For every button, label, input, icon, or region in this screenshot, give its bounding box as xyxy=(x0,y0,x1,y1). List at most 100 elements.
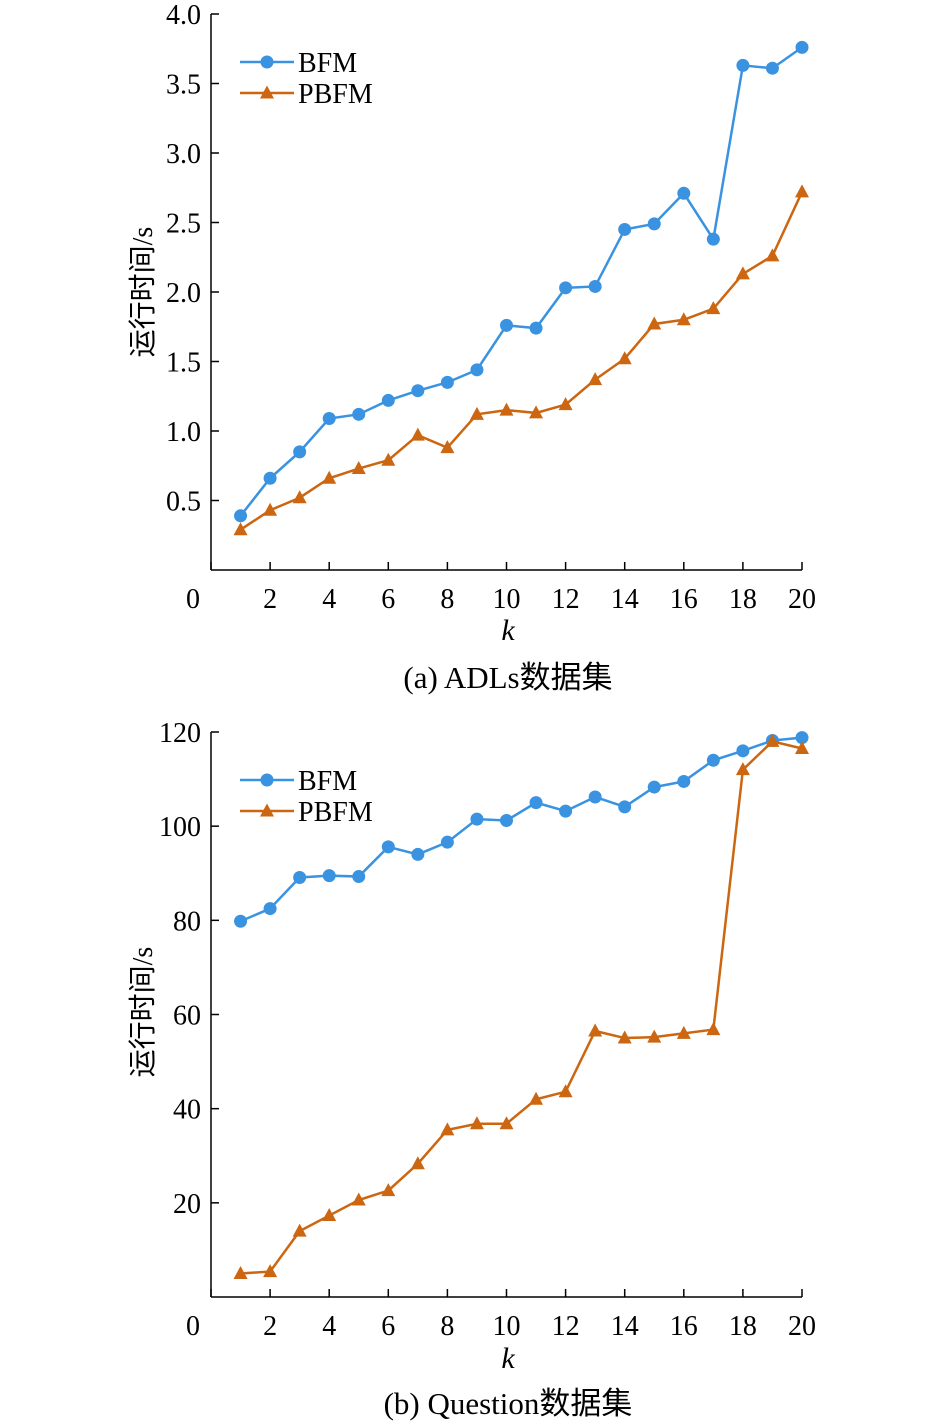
data-point-bfm xyxy=(234,914,248,928)
data-point-pbfm xyxy=(735,266,750,280)
data-point-pbfm xyxy=(381,452,396,466)
x-tick-label: 14 xyxy=(611,584,639,615)
data-point-pbfm xyxy=(617,1030,632,1044)
x-tick-label: 10 xyxy=(493,1311,521,1342)
x-tick-label: 0 xyxy=(186,1311,200,1342)
data-point-bfm xyxy=(588,279,602,293)
data-point-pbfm xyxy=(233,522,248,536)
caption-adls: (a) ADLs数据集 xyxy=(403,660,612,695)
data-point-pbfm xyxy=(233,1265,248,1279)
data-point-pbfm xyxy=(529,405,544,419)
data-point-bfm xyxy=(706,753,720,767)
x-tick-label: 20 xyxy=(788,584,816,615)
data-point-bfm xyxy=(470,812,484,826)
data-point-pbfm xyxy=(381,1183,396,1197)
data-point-bfm xyxy=(647,780,661,794)
data-point-bfm xyxy=(618,800,632,814)
data-point-bfm xyxy=(411,847,425,861)
data-point-pbfm xyxy=(647,316,662,330)
data-point-pbfm xyxy=(440,1122,455,1136)
data-point-bfm xyxy=(500,814,513,828)
data-point-bfm xyxy=(618,222,632,236)
data-point-bfm xyxy=(322,869,336,883)
data-point-pbfm xyxy=(440,440,455,454)
data-point-pbfm xyxy=(676,1025,691,1039)
legend-label-bfm: BFM xyxy=(298,766,357,797)
x-tick-label: 14 xyxy=(611,1311,639,1342)
x-tick-label: 8 xyxy=(440,584,454,615)
data-point-pbfm xyxy=(795,740,809,754)
data-point-pbfm xyxy=(351,1192,366,1206)
y-axis-title-adls: 运行时间/s xyxy=(127,227,159,358)
x-tick-label: 12 xyxy=(552,584,580,615)
panel-question: (b) Question数据集 k 运行时间/s 20 40 60 80 100 120 0… xyxy=(127,718,816,1421)
caption-question: (b) Question数据集 xyxy=(384,1386,633,1421)
x-tick-label: 4 xyxy=(322,1311,336,1342)
y-tick-label: 20 xyxy=(173,1189,201,1220)
x-tick-label: 20 xyxy=(788,1311,816,1342)
data-point-bfm xyxy=(677,774,691,788)
data-point-bfm xyxy=(440,375,454,389)
data-point-pbfm xyxy=(558,397,573,411)
y-tick-label: 0.5 xyxy=(166,487,201,518)
data-point-pbfm xyxy=(469,1116,484,1130)
panel-adls: (a) ADLs数据集 k 运行时间/s 0.5 1.0 1.5 2.0 2.5 3.0 3… xyxy=(127,0,816,695)
data-point-pbfm xyxy=(499,402,514,416)
y-axis-title-question: 运行时间/s xyxy=(127,947,159,1078)
data-point-pbfm xyxy=(410,1156,425,1170)
y-tick-label: 40 xyxy=(173,1095,201,1126)
data-point-bfm xyxy=(293,445,307,459)
legend-marker-pbfm xyxy=(260,803,274,817)
data-point-pbfm xyxy=(292,490,307,504)
y-tick-label: 1.5 xyxy=(166,348,201,379)
data-point-bfm xyxy=(559,804,573,818)
data-point-bfm xyxy=(795,40,809,54)
data-point-bfm xyxy=(795,731,809,745)
data-point-pbfm xyxy=(588,1023,603,1037)
y-tick-label: 60 xyxy=(173,1001,201,1032)
data-point-bfm xyxy=(234,509,248,523)
series-line-pbfm xyxy=(240,740,803,1275)
data-point-bfm xyxy=(440,835,454,849)
data-point-pbfm xyxy=(558,1084,573,1098)
data-point-pbfm xyxy=(263,502,278,516)
x-tick-label: 16 xyxy=(670,1311,698,1342)
data-point-pbfm xyxy=(765,733,780,747)
legend-marker-pbfm xyxy=(260,85,274,99)
data-point-pbfm xyxy=(351,461,366,475)
data-point-bfm xyxy=(352,870,366,884)
x-axis-title-question: k xyxy=(501,1342,515,1375)
data-point-pbfm xyxy=(676,312,691,326)
data-point-bfm xyxy=(559,281,573,295)
data-point-pbfm xyxy=(647,1029,662,1043)
y-tick-label: 2.5 xyxy=(166,209,201,240)
data-point-bfm xyxy=(677,186,691,200)
data-point-bfm xyxy=(293,870,307,884)
data-point-pbfm xyxy=(706,301,721,315)
x-tick-label: 18 xyxy=(729,1311,757,1342)
data-point-bfm xyxy=(647,217,661,231)
x-tick-label: 6 xyxy=(381,1311,395,1342)
data-point-bfm xyxy=(263,471,277,485)
data-point-bfm xyxy=(470,363,484,377)
x-axis-title-adls: k xyxy=(501,614,515,647)
y-tick-label: 80 xyxy=(173,906,201,937)
data-point-pbfm xyxy=(735,762,750,776)
data-point-pbfm xyxy=(263,1264,278,1278)
data-point-bfm xyxy=(263,902,277,916)
data-point-bfm xyxy=(352,407,366,421)
x-tick-label: 4 xyxy=(322,584,336,615)
data-point-pbfm xyxy=(617,351,632,365)
y-tick-label: 3.0 xyxy=(166,139,201,170)
legend-marker-bfm xyxy=(260,773,274,787)
y-tick-label: 3.5 xyxy=(166,70,201,101)
data-point-pbfm xyxy=(588,372,603,386)
y-tick-label: 1.0 xyxy=(166,417,201,448)
y-tick-label: 4.0 xyxy=(166,0,201,31)
data-point-pbfm xyxy=(292,1223,307,1237)
data-point-bfm xyxy=(529,796,543,810)
data-point-bfm xyxy=(588,790,602,804)
legend-marker-bfm xyxy=(260,55,274,69)
data-point-pbfm xyxy=(410,427,425,441)
